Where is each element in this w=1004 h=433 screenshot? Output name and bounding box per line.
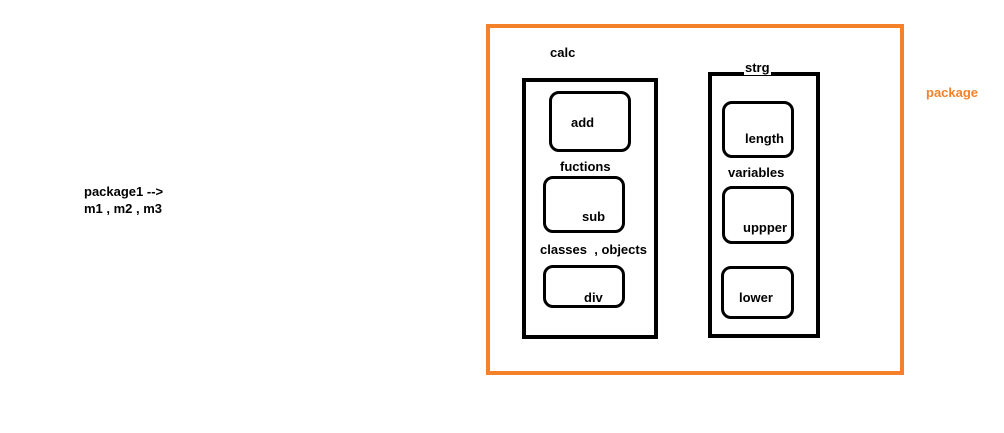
sub-function-box	[543, 176, 625, 233]
lower-function-label: lower	[739, 290, 773, 305]
add-function-label: add	[571, 115, 595, 130]
strg-variables-note: variables	[728, 165, 785, 180]
upper-function-box	[722, 186, 794, 244]
calc-module-title: calc	[550, 45, 576, 60]
length-function-label: length	[745, 131, 784, 146]
strg-module-title: strg	[744, 60, 771, 75]
sub-function-label: sub	[582, 209, 606, 224]
calc-module-box	[522, 78, 658, 339]
calc-classes-note: classes , objects	[540, 242, 647, 257]
div-function-label: div	[584, 290, 603, 305]
package-note-line-2: m1 , m2 , m3	[84, 201, 163, 216]
package-container	[486, 24, 904, 375]
package-note-line-1: package1 -->	[84, 184, 164, 199]
add-function-box	[549, 91, 631, 152]
upper-function-label: uppper	[743, 220, 788, 235]
length-function-box	[722, 101, 794, 158]
div-function-box	[543, 265, 625, 308]
lower-function-box	[721, 266, 794, 319]
calc-functions-note: fuctions	[560, 159, 611, 174]
package-label: package	[926, 85, 979, 100]
package-note: package1 --> m1 , m2 , m3	[84, 183, 163, 217]
